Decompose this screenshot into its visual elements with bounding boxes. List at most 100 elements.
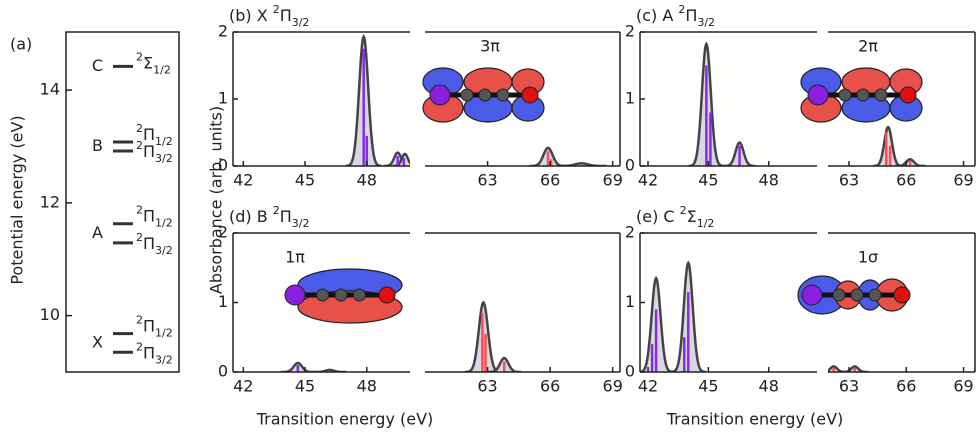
y-tick-label: 1: [218, 292, 228, 311]
orbital: [797, 275, 911, 315]
atom: [838, 88, 852, 102]
x-tick-label: 45: [295, 377, 315, 396]
atom: [832, 288, 846, 302]
atom: [429, 84, 451, 106]
term-sub: 1/2: [155, 216, 173, 229]
term-sup: 2: [136, 121, 143, 134]
plot-area: [828, 365, 869, 372]
term-sub: 3/2: [155, 353, 173, 366]
term-symbol: Π: [280, 207, 292, 226]
atom: [334, 288, 348, 302]
x-tick-label: 66: [540, 171, 560, 190]
x-tick-label: 42: [233, 171, 253, 190]
atom: [874, 88, 888, 102]
x-tick-label: 45: [698, 377, 718, 396]
x-tick-label: 69: [603, 171, 623, 190]
plot-area: [345, 34, 410, 166]
atom: [521, 86, 539, 104]
y-tick-label: 1: [218, 89, 228, 108]
plot-area: [529, 146, 607, 166]
y-tick-label: 1: [625, 292, 635, 311]
spectrum-peak: [688, 41, 725, 166]
x-tick-label: 42: [638, 377, 658, 396]
orbital-label: 1σ: [858, 248, 878, 267]
panel-title: (d) B 2Π3/2: [229, 204, 309, 230]
y-tick-label: 10: [40, 305, 60, 324]
term-sub: 1/2: [153, 63, 171, 76]
spectrum-fill: [872, 127, 904, 166]
x-tick-label: 45: [295, 171, 315, 190]
y-tick-label: 2: [218, 223, 228, 242]
term-sup: 2: [136, 313, 143, 326]
term-symbol: Σ: [687, 207, 697, 226]
term-sup: 2: [273, 3, 280, 16]
x-tick-label: 48: [357, 377, 377, 396]
plot-area: [688, 41, 756, 166]
term-symbol: Π: [143, 343, 155, 362]
state-label: B: [92, 136, 103, 155]
x-tick-label: 69: [953, 171, 973, 190]
atom: [316, 288, 330, 302]
level-term: 2Π3/2: [136, 139, 173, 165]
x-tick-label: 66: [896, 171, 916, 190]
x-tick-label: 42: [638, 171, 658, 190]
spectrum-fill: [556, 163, 607, 166]
x-tick-label: 63: [839, 171, 859, 190]
x-tick-label: 63: [839, 377, 859, 396]
panel-title: (c) A 2Π3/2: [636, 3, 715, 29]
state-label: C: [92, 56, 103, 75]
term-symbol: Π: [143, 124, 155, 143]
level-term: 2Π1/2: [136, 121, 173, 147]
state-label: A: [92, 223, 103, 242]
panel-title: (e) C 2Σ1/2: [636, 204, 714, 230]
term-sub: 3/2: [697, 16, 715, 29]
plot-area: [640, 260, 707, 372]
x-tick-label: 42: [233, 377, 253, 396]
atom: [868, 288, 882, 302]
atom: [850, 288, 864, 302]
term-sup: 2: [678, 3, 685, 16]
x-tick-label: 48: [759, 171, 779, 190]
term-label: (b) X: [229, 6, 268, 25]
atom: [478, 88, 492, 102]
term-sup: 2: [273, 204, 280, 217]
term-sub: 3/2: [155, 244, 173, 257]
spectrum-peak: [640, 276, 674, 372]
x-label: Transition energy (eV): [666, 410, 844, 429]
atom: [801, 284, 823, 306]
y-tick-label: 2: [218, 22, 228, 41]
level-term: 2Π1/2: [136, 203, 173, 229]
atom: [460, 88, 474, 102]
y-tick-label: 12: [40, 192, 60, 211]
term-symbol: Π: [685, 6, 697, 25]
atom: [496, 88, 510, 102]
term-sub: 3/2: [155, 152, 173, 165]
term-sup: 2: [136, 231, 143, 244]
orbital-label: 3π: [480, 37, 500, 56]
term-sup: 2: [136, 203, 143, 216]
term-label: (d) B: [229, 207, 268, 226]
panel-a-label: (a): [10, 35, 32, 54]
orbital-label: 1π: [285, 248, 305, 267]
y-tick-label: 14: [40, 80, 60, 99]
term-sub: 1/2: [697, 217, 715, 230]
term-sub: 3/2: [292, 16, 310, 29]
spectrum-peak: [670, 260, 707, 372]
orbital: [422, 67, 545, 123]
term-sup: 2: [136, 50, 143, 63]
term-sup: 2: [136, 139, 143, 152]
x-tick-label: 48: [759, 377, 779, 396]
y-tick-label: 0: [218, 156, 228, 175]
atom: [807, 84, 829, 106]
spectrum-peak: [345, 34, 382, 166]
term-sub: 1/2: [155, 134, 173, 147]
x-tick-label: 66: [896, 377, 916, 396]
panel-frame: [65, 31, 180, 373]
atom: [893, 286, 911, 304]
x-label: Transition energy (eV): [256, 410, 434, 429]
term-symbol: Π: [143, 234, 155, 253]
level-term: 2Π1/2: [136, 313, 173, 339]
plot-area: [872, 125, 926, 166]
atom: [352, 288, 366, 302]
